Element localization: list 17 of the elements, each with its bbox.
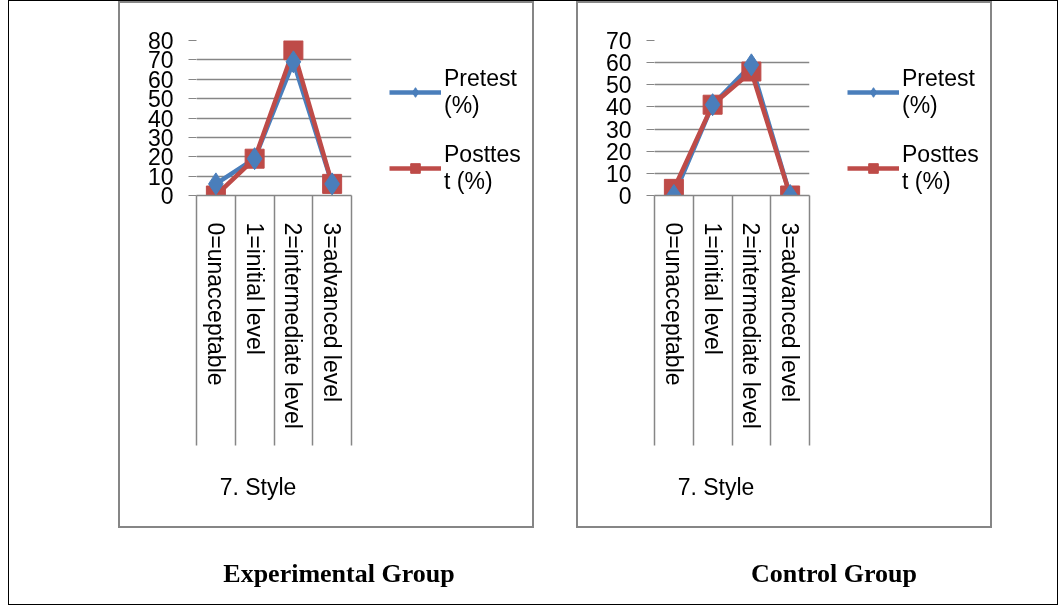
legend-label: Posttest (%) bbox=[902, 141, 979, 195]
x-axis-title: 7. Style bbox=[677, 473, 755, 500]
x-tick-label: 1=initial level bbox=[699, 222, 726, 355]
x-tick-label: 0=unacceptable bbox=[660, 222, 687, 386]
x-tick-label: 0=unacceptable bbox=[202, 222, 229, 386]
x-axis-title: 7. Style bbox=[219, 473, 297, 500]
point bbox=[285, 50, 302, 74]
x-tick-label: 1=initial level bbox=[241, 222, 268, 355]
x-tick-label: 2=intermediate level bbox=[280, 222, 307, 429]
x-tick-label: 3=advanced level bbox=[777, 222, 804, 403]
x-tick-label: 3=advanced level bbox=[319, 222, 346, 403]
legend-label: Pretest (%) bbox=[444, 65, 517, 119]
legend-label: Pretest (%) bbox=[902, 65, 975, 119]
text: Experimental Group bbox=[223, 558, 455, 590]
x-tick-label: 2=intermediate level bbox=[738, 222, 765, 429]
text: Control Group bbox=[751, 558, 917, 590]
legend-label: Posttest (%) bbox=[444, 141, 521, 195]
